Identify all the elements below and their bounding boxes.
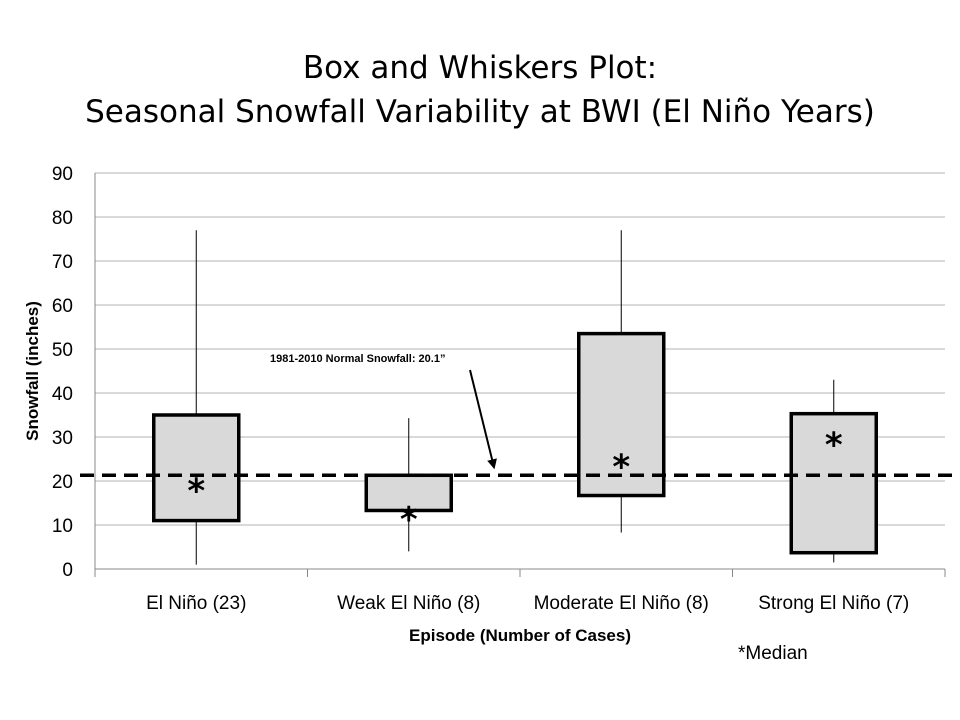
box [364, 473, 453, 513]
box [577, 331, 666, 498]
y-tick-label: 0 [62, 560, 73, 581]
x-category-label: El Niño (23) [146, 593, 246, 614]
y-tick-label: 50 [52, 340, 73, 361]
reference-line-group: 1981-2010 Normal Snowfall: 20.1” [80, 353, 955, 478]
median-marker: * [400, 500, 418, 540]
boxes [152, 230, 878, 565]
y-tick-label: 80 [52, 208, 73, 229]
median-markers: * * * * [187, 425, 843, 540]
chart-subtitle: Seasonal Snowfall Variability at BWI (El… [85, 94, 875, 130]
x-axis-label: Episode (Number of Cases) [409, 626, 631, 645]
y-tick-label: 60 [52, 296, 73, 317]
y-tick-label: 10 [52, 516, 73, 537]
x-category-label: Moderate El Niño (8) [534, 593, 709, 614]
x-category-label: Strong El Niño (7) [758, 593, 909, 614]
median-marker: * [612, 447, 630, 487]
reference-line-label: 1981-2010 Normal Snowfall: 20.1” [270, 353, 445, 365]
median-marker: * [187, 472, 205, 512]
chart-title: Box and Whiskers Plot: [302, 50, 658, 86]
y-tick-label: 30 [52, 428, 73, 449]
x-category-label: Weak El Niño (8) [337, 593, 480, 614]
y-tick-label: 40 [52, 384, 73, 405]
y-axis-ticks: 0 10 20 30 40 50 60 70 80 90 [52, 164, 73, 581]
y-tick-label: 70 [52, 252, 73, 273]
box [789, 411, 878, 555]
median-marker: * [825, 425, 843, 465]
median-note: *Median [738, 643, 808, 664]
y-tick-label: 20 [52, 472, 73, 493]
reference-arrow [469, 369, 497, 470]
y-axis-label: Snowfall (inches) [23, 301, 42, 441]
x-axis-categories: El Niño (23) Weak El Niño (8) Moderate El … [146, 593, 909, 614]
y-tick-label: 90 [52, 164, 73, 185]
box [152, 413, 241, 523]
